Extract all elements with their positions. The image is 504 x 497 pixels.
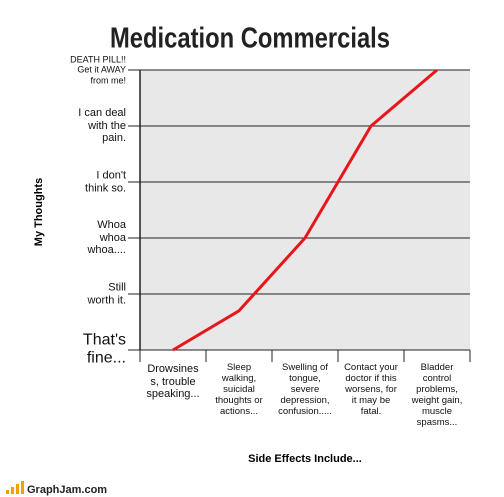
y-axis-title: My Thoughts bbox=[33, 178, 45, 246]
footer: GraphJam.com bbox=[27, 484, 107, 496]
plot-area bbox=[140, 70, 470, 350]
y-tick-label: I don't think so. bbox=[85, 169, 126, 194]
x-tick-label: Swelling of tongue, severe depression, c… bbox=[278, 362, 332, 417]
y-tick-label: That's fine... bbox=[82, 331, 126, 367]
x-tick-label: Sleep walking, suicidal thoughts or acti… bbox=[215, 362, 263, 417]
y-tick-label: DEATH PILL!! Get it AWAY from me! bbox=[70, 54, 126, 86]
x-tick-label: Drowsines s, trouble speaking... bbox=[146, 363, 200, 401]
x-axis-title: Side Effects Include... bbox=[248, 453, 362, 465]
y-tick-label: Whoa whoa whoa.... bbox=[87, 219, 126, 257]
logo bbox=[6, 481, 24, 494]
chart-title: Medication Commercials bbox=[110, 21, 390, 54]
data-line bbox=[172, 68, 438, 352]
y-tick-label: I can deal with the pain. bbox=[78, 107, 126, 145]
y-tick-label: Still worth it. bbox=[87, 281, 126, 306]
x-tick-label: Bladder control problems, weight gain, m… bbox=[411, 362, 463, 428]
x-tick-label: Contact your doctor if this worsens, for… bbox=[344, 362, 398, 417]
